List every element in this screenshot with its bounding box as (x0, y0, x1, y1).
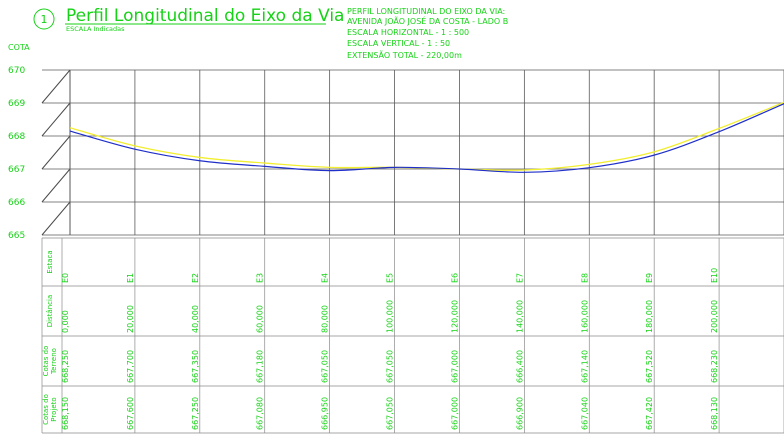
project-profile-line (69, 103, 784, 173)
frame-stair-line (41, 69, 71, 104)
table-cell: 667,050 (386, 397, 395, 430)
table-cell: 0,000 (61, 310, 70, 333)
spec-line: AVENIDA JOÃO JOSÉ DA COSTA - LADO B (347, 15, 508, 26)
table-cell: 667,420 (645, 397, 654, 430)
table-cell: 667,040 (580, 397, 589, 430)
table-cell: E5 (386, 273, 395, 283)
table-row-label: Estaca (46, 250, 54, 273)
table-cell: 667,050 (321, 350, 330, 383)
table-cell: E7 (515, 273, 524, 283)
drawing-number-circle (33, 8, 55, 30)
table-cell: 40,000 (191, 305, 200, 333)
table-cell: 667,600 (126, 397, 135, 430)
table-cell: 667,080 (256, 397, 265, 430)
table-cell: E8 (580, 273, 589, 283)
y-tick-label: 669 (8, 99, 25, 109)
table-cell: 80,000 (321, 305, 330, 333)
table-cell: 668,130 (710, 397, 719, 430)
table-cell: E6 (450, 273, 459, 283)
table-cell: 667,700 (126, 350, 135, 383)
table-row-label: Projeto (50, 397, 58, 421)
table-row-label: Cotas do (42, 346, 50, 377)
table-cell: 160,000 (580, 300, 589, 333)
table-cell: 667,000 (450, 397, 459, 430)
y-tick-label: 665 (8, 231, 25, 241)
table-row-label: Distância (46, 295, 54, 328)
spec-block: PERFIL LONGITUDINAL DO EIXO DA VIA: AVEN… (347, 7, 508, 60)
frame-stair-line (41, 102, 71, 137)
frame-stair-line (41, 135, 71, 170)
table-cell: 180,000 (645, 300, 654, 333)
table-row-label: Terreno (50, 348, 58, 375)
spec-line: ESCALA HORIZONTAL - 1 : 500 (347, 28, 469, 37)
y-tick-label: 670 (8, 66, 25, 76)
table-cell: E1 (126, 273, 135, 283)
table-cell: E2 (191, 273, 200, 283)
table-cell: E0 (61, 273, 70, 283)
table-cell: 668,250 (61, 350, 70, 383)
frame-stair-line (41, 168, 71, 203)
drawing-number: 1 (41, 13, 48, 26)
y-tick-label: 666 (8, 198, 25, 208)
header: 1 Perfil Longitudinal do Eixo da Via ESC… (33, 6, 508, 60)
table-row-label: Cotas do (42, 394, 50, 425)
table-cell: E10 (710, 268, 719, 283)
table-cell: 667,000 (450, 350, 459, 383)
y-axis-title: COTA (8, 43, 30, 52)
profile-series (69, 101, 784, 173)
table-cell: 667,050 (386, 350, 395, 383)
table-cell: 668,230 (710, 350, 719, 383)
table-cell: 120,000 (450, 300, 459, 333)
frame-stair-line (41, 201, 71, 236)
table-cell: 200,000 (710, 300, 719, 333)
table-cell: E9 (645, 273, 654, 283)
table-cell: E4 (321, 273, 330, 283)
table-cell: 140,000 (515, 300, 524, 333)
spec-line: EXTENSÃO TOTAL - 220,00m (347, 50, 462, 60)
table-cell: 667,140 (580, 350, 589, 383)
table-cell: 20,000 (126, 305, 135, 333)
drawing-scale-note: ESCALA Indicadas (66, 25, 125, 33)
y-tick-labels: 670 669 668 667 666 665 (8, 66, 25, 241)
data-table: Estaca E0 E1 E2 E3 E4 E5 E6 E7 E8 E9 E10 Distância 0,… (41, 237, 784, 434)
spec-line: PERFIL LONGITUDINAL DO EIXO DA VIA: (347, 7, 505, 16)
table-cell: 667,520 (645, 350, 654, 383)
table-cell: 666,900 (515, 397, 524, 430)
drawing-title: Perfil Longitudinal do Eixo da Via (66, 6, 344, 26)
table-cell: 60,000 (256, 305, 265, 333)
table-cell: 666,950 (321, 397, 330, 430)
table-cell: 100,000 (386, 300, 395, 333)
spec-line: ESCALA VERTICAL - 1 : 50 (347, 39, 450, 48)
table-cell: 666,400 (515, 350, 524, 383)
table-cell: 667,250 (191, 397, 200, 430)
y-tick-label: 667 (8, 165, 25, 175)
table-cell: 667,180 (256, 350, 265, 383)
profile-grid (41, 69, 784, 236)
table-cell: E3 (256, 273, 265, 283)
table-cell: 667,350 (191, 350, 200, 383)
table-cell: 668,150 (61, 397, 70, 430)
y-tick-label: 668 (8, 132, 25, 142)
